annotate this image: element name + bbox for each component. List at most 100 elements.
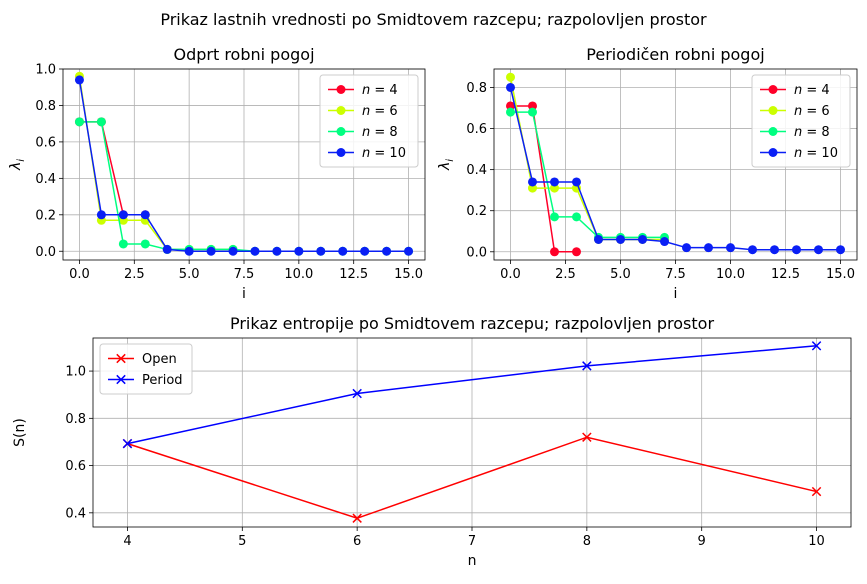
data-point bbox=[550, 212, 559, 222]
legend-label-value: 4 bbox=[821, 83, 829, 98]
y-tick-label: 0.2 bbox=[35, 208, 56, 223]
legend-label-value: 8 bbox=[389, 125, 397, 140]
legend-label: n = 8 bbox=[362, 125, 398, 140]
legend-label: Period bbox=[142, 373, 183, 388]
x-axis-label: n bbox=[468, 553, 477, 569]
data-point bbox=[162, 244, 172, 254]
data-point bbox=[572, 212, 581, 222]
x-tick-label: 5.0 bbox=[610, 267, 631, 282]
data-point bbox=[184, 246, 194, 256]
data-point bbox=[294, 246, 304, 256]
legend-label-value: 8 bbox=[821, 125, 829, 140]
legend-label: n = 6 bbox=[362, 104, 398, 119]
y-axis-label: λi bbox=[8, 159, 27, 171]
legend-label-value: 4 bbox=[389, 83, 397, 98]
series-line-n-4 bbox=[79, 121, 146, 216]
legend-label-eq: = bbox=[370, 83, 389, 98]
y-tick-label: 0.0 bbox=[35, 245, 56, 260]
data-point bbox=[404, 246, 414, 256]
y-tick-label: 0.6 bbox=[466, 122, 487, 137]
data-point bbox=[316, 246, 326, 256]
x-tick-label: 15.0 bbox=[826, 267, 855, 282]
y-axis-label-symbol: λ bbox=[437, 162, 453, 171]
series-line-n-8 bbox=[510, 111, 665, 239]
data-point bbox=[550, 247, 559, 257]
legend-label: Open bbox=[142, 352, 177, 367]
data-point bbox=[748, 245, 757, 255]
legend-label-eq: = bbox=[370, 125, 389, 140]
data-point bbox=[792, 245, 801, 255]
legend-label: n = 10 bbox=[362, 146, 406, 161]
legend-label: n = 8 bbox=[794, 125, 830, 140]
x-axis-label: i bbox=[242, 286, 246, 302]
x-tick-label: 7.5 bbox=[234, 267, 255, 282]
legend-label-eq: = bbox=[802, 125, 821, 140]
data-point bbox=[550, 177, 559, 187]
data-point bbox=[360, 246, 370, 256]
legend-marker bbox=[116, 374, 126, 385]
data-point bbox=[506, 72, 515, 82]
legend-label-var: n bbox=[794, 125, 802, 140]
data-point bbox=[228, 246, 238, 256]
legend-label: n = 4 bbox=[362, 83, 398, 98]
x-tick-label: 10 bbox=[808, 534, 825, 549]
data-point bbox=[704, 243, 713, 253]
series-line-n-10 bbox=[78, 79, 409, 252]
data-point bbox=[660, 237, 669, 247]
data-point bbox=[594, 234, 603, 244]
legend-label: n = 4 bbox=[794, 83, 830, 98]
legend-label-eq: = bbox=[802, 146, 821, 161]
data-point bbox=[74, 117, 84, 127]
legend-label-value: 10 bbox=[389, 146, 406, 161]
data-point bbox=[550, 183, 559, 193]
legend-label-var: n bbox=[794, 146, 802, 161]
legend: n = 4n = 6n = 8n = 10 bbox=[751, 74, 851, 168]
x-tick-label: 7.5 bbox=[665, 267, 686, 282]
legend-label-value: 10 bbox=[821, 146, 838, 161]
data-point bbox=[118, 239, 128, 249]
data-point bbox=[528, 107, 537, 117]
eigenvalues-open-chart: 0.0 2.5 5.0 7.5 10.0 12.5 15.0 0.0 0.2 0.4 0.6 0.8 1… bbox=[8, 45, 426, 302]
legend-marker bbox=[336, 85, 346, 94]
x-tick-label: 0.0 bbox=[500, 267, 521, 282]
chart-title: Prikaz entropije po Smidtovem razcepu; r… bbox=[230, 314, 714, 333]
y-tick-label: 0.4 bbox=[466, 163, 487, 178]
legend-box bbox=[319, 74, 419, 168]
y-tick-label: 0.8 bbox=[466, 81, 487, 96]
legend-box bbox=[751, 74, 851, 168]
data-point bbox=[506, 101, 515, 111]
y-tick-label: 0.8 bbox=[65, 412, 86, 427]
data-point bbox=[770, 245, 779, 255]
legend-label-eq: = bbox=[370, 104, 389, 119]
legend-label-var: n bbox=[362, 104, 370, 119]
data-point bbox=[811, 341, 822, 351]
y-tick-label: 0.6 bbox=[35, 135, 56, 150]
data-point bbox=[528, 101, 537, 111]
y-tick-label: 0.8 bbox=[35, 99, 56, 114]
data-point bbox=[528, 177, 537, 187]
legend: n = 4n = 6n = 8n = 10 bbox=[319, 74, 419, 168]
data-point bbox=[206, 246, 216, 256]
data-point bbox=[811, 486, 822, 497]
legend-label-var: n bbox=[362, 125, 370, 140]
chart-title: Odprt robni pogoj bbox=[173, 45, 314, 64]
y-axis-label-symbol: λ bbox=[8, 162, 24, 171]
data-point bbox=[250, 246, 260, 256]
data-point bbox=[74, 75, 84, 85]
series-line-n-6 bbox=[509, 77, 665, 241]
x-tick-label: 2.5 bbox=[124, 267, 145, 282]
eigenvalues-periodic-chart: 0.0 2.5 5.0 7.5 10.0 12.5 15.0 0.0 0.2 0.4 0.6 0.8 P… bbox=[437, 45, 858, 302]
data-point bbox=[382, 246, 392, 256]
data-point bbox=[352, 513, 362, 523]
x-tick-label: 9 bbox=[698, 534, 706, 549]
series-line-period bbox=[127, 345, 817, 445]
data-point bbox=[638, 234, 647, 244]
x-tick-label: 2.5 bbox=[555, 267, 576, 282]
axes-frame bbox=[493, 68, 858, 261]
legend-marker bbox=[768, 127, 778, 136]
data-point bbox=[96, 210, 106, 220]
data-point bbox=[726, 243, 735, 253]
x-tick-label: 5.0 bbox=[179, 267, 200, 282]
axes-frame bbox=[92, 337, 852, 528]
chart-title: Periodičen robni pogoj bbox=[586, 45, 764, 64]
